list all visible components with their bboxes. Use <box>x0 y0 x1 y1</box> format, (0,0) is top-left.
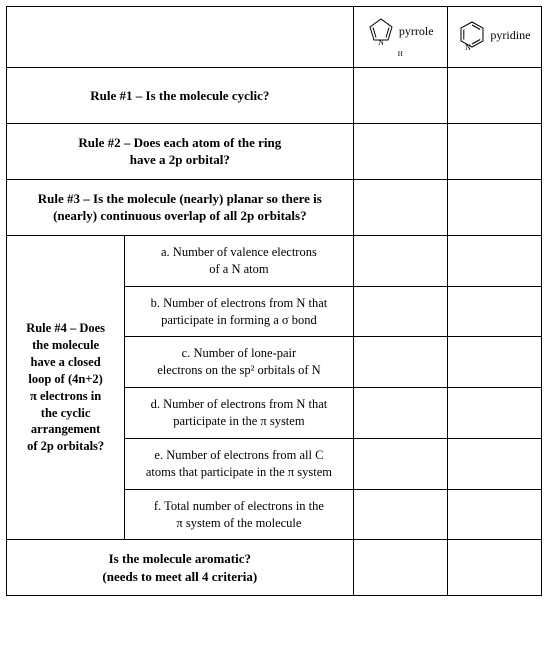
rule3-pyridine <box>447 179 541 235</box>
sub-b-pyridine <box>447 286 541 337</box>
final-row: Is the molecule aromatic? (needs to meet… <box>7 540 542 596</box>
rule2-pyrrole <box>353 123 447 179</box>
sub-a-l1: a. Number of valence electrons <box>161 245 317 259</box>
final-label: Is the molecule aromatic? (needs to meet… <box>7 540 354 596</box>
rule1-text: Rule #1 – Is the molecule cyclic? <box>90 88 269 103</box>
rule4-l2: the molecule <box>32 338 99 352</box>
rule2-pyridine <box>447 123 541 179</box>
header-pyridine: N pyridine <box>447 7 541 68</box>
rule1-pyrrole <box>353 67 447 123</box>
rule3-label: Rule #3 – Is the molecule (nearly) plana… <box>7 179 354 235</box>
pyrrole-label: pyrrole <box>399 23 434 39</box>
sub-a-l2: of a N atom <box>209 262 268 276</box>
rule4-l3: have a closed <box>31 355 101 369</box>
sub-c-l2: electrons on the sp² orbitals of N <box>157 363 320 377</box>
rule4-l6: the cyclic <box>41 406 91 420</box>
pyridine-label: pyridine <box>490 27 530 43</box>
sub-a-pyridine <box>447 235 541 286</box>
rule2-label: Rule #2 – Does each atom of the ring hav… <box>7 123 354 179</box>
sub-d: d. Number of electrons from N that parti… <box>125 388 353 439</box>
sub-b-l1: b. Number of electrons from N that <box>151 296 328 310</box>
rule4-a-row: Rule #4 – Does the molecule have a close… <box>7 235 542 286</box>
final-l2: (needs to meet all 4 criteria) <box>102 569 257 584</box>
rule4-l5: π electrons in <box>30 389 101 403</box>
sub-f-pyridine <box>447 489 541 540</box>
header-pyrrole: N pyrrole H <box>353 7 447 68</box>
sub-d-pyridine <box>447 388 541 439</box>
sub-e: e. Number of electrons from all C atoms … <box>125 438 353 489</box>
sub-f-pyrrole <box>353 489 447 540</box>
rule3-text-l1: Rule #3 – Is the molecule (nearly) plana… <box>38 191 322 206</box>
sub-f-l2: π system of the molecule <box>176 516 301 530</box>
sub-e-l1: e. Number of electrons from all C <box>154 448 323 462</box>
aromaticity-table: N pyrrole H <box>6 6 542 596</box>
header-row: N pyrrole H <box>7 7 542 68</box>
svg-text:N: N <box>466 43 472 51</box>
rule4-l8: of 2p orbitals? <box>27 439 104 453</box>
sub-d-l1: d. Number of electrons from N that <box>151 397 328 411</box>
sub-c-l1: c. Number of lone-pair <box>182 346 297 360</box>
pyridine-icon: N <box>458 19 486 51</box>
rule3-pyrrole <box>353 179 447 235</box>
sub-f: f. Total number of electrons in the π sy… <box>125 489 353 540</box>
rule2-text-l1: Rule #2 – Does each atom of the ring <box>78 135 281 150</box>
svg-text:N: N <box>378 38 384 47</box>
final-pyrrole <box>353 540 447 596</box>
sub-f-l1: f. Total number of electrons in the <box>154 499 324 513</box>
pyrrole-icon: N <box>367 15 395 47</box>
sub-e-pyrrole <box>353 438 447 489</box>
rule4-l4: loop of (4n+2) <box>28 372 103 386</box>
pyrrole-nh: H <box>398 50 403 58</box>
rule1-pyridine <box>447 67 541 123</box>
sub-b-l2: participate in forming a σ bond <box>161 313 317 327</box>
rule3-text-l2: (nearly) continuous overlap of all 2p or… <box>53 208 307 223</box>
rule4-l1: Rule #4 – Does <box>26 321 105 335</box>
rule1-row: Rule #1 – Is the molecule cyclic? <box>7 67 542 123</box>
rule4-l7: arrangement <box>31 422 100 436</box>
sub-c-pyrrole <box>353 337 447 388</box>
sub-a-pyrrole <box>353 235 447 286</box>
rule2-row: Rule #2 – Does each atom of the ring hav… <box>7 123 542 179</box>
header-blank <box>7 7 354 68</box>
sub-d-pyrrole <box>353 388 447 439</box>
sub-d-l2: participate in the π system <box>173 414 304 428</box>
final-l1: Is the molecule aromatic? <box>109 551 251 566</box>
sub-c: c. Number of lone-pair electrons on the … <box>125 337 353 388</box>
rule4-label: Rule #4 – Does the molecule have a close… <box>7 235 125 540</box>
rule2-text-l2: have a 2p orbital? <box>130 152 230 167</box>
sub-b-pyrrole <box>353 286 447 337</box>
rule3-row: Rule #3 – Is the molecule (nearly) plana… <box>7 179 542 235</box>
sub-c-pyridine <box>447 337 541 388</box>
rule1-label: Rule #1 – Is the molecule cyclic? <box>7 67 354 123</box>
sub-e-l2: atoms that participate in the π system <box>146 465 332 479</box>
final-pyridine <box>447 540 541 596</box>
sub-b: b. Number of electrons from N that parti… <box>125 286 353 337</box>
sub-a: a. Number of valence electrons of a N at… <box>125 235 353 286</box>
sub-e-pyridine <box>447 438 541 489</box>
